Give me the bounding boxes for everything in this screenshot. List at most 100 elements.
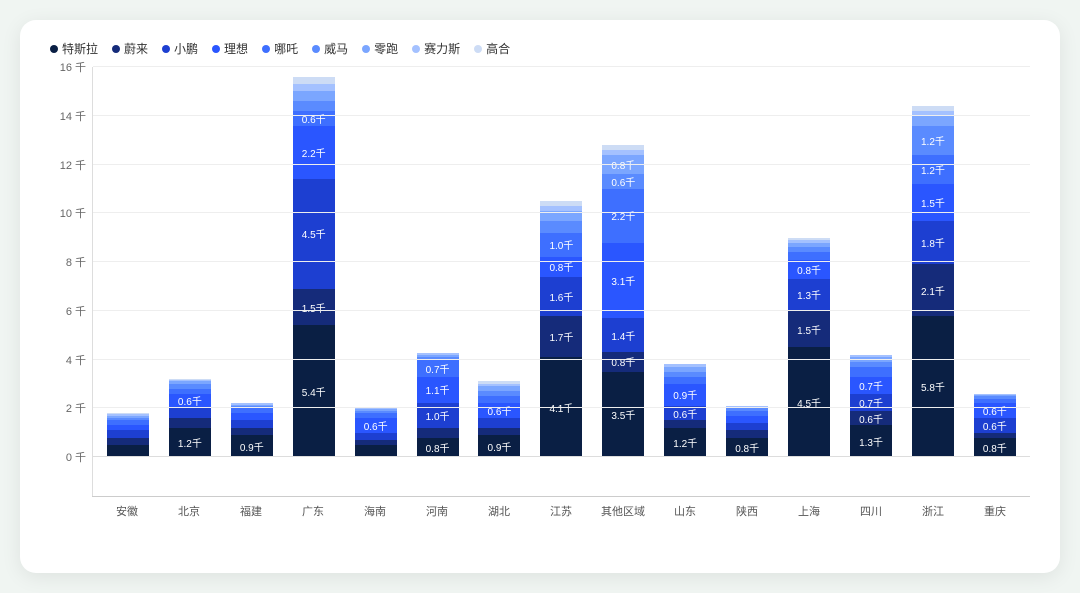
bar-segment-tesla[interactable]: 1.3千 [850,425,892,457]
bar-segment-xpeng[interactable] [231,420,273,427]
x-label: 河南 [407,497,467,537]
bar-segment-weima[interactable]: 1.2千 [912,126,954,155]
bar-segment-lixiang[interactable]: 0.6千 [974,403,1016,418]
bar-segment-nio[interactable] [169,418,211,428]
bar-segment-nio[interactable] [417,428,459,438]
legend-label: 蔚来 [124,40,148,57]
bar-segment-tesla[interactable]: 4.5千 [788,347,830,457]
legend-item-xpeng[interactable]: 小鹏 [162,40,198,57]
bar-segment-nezha[interactable] [788,252,830,259]
bar-segment-nezha[interactable]: 1.2千 [912,155,954,184]
bar-segment-nio[interactable]: 1.5千 [293,289,335,326]
legend-item-gaohe[interactable]: 高合 [474,40,510,57]
bar-segment-xpeng[interactable]: 1.8千 [912,221,954,265]
x-label: 上海 [779,497,839,537]
bar-segment-nio[interactable] [107,438,149,445]
grid-line [93,66,1030,67]
bar-segment-xpeng[interactable]: 1.4千 [602,318,644,352]
bar-segment-lixiang[interactable]: 0.6千 [478,403,520,418]
bar-stack[interactable]: 0.8千 [726,406,768,457]
bar-segment-xpeng[interactable] [478,418,520,428]
bar-stack[interactable]: 0.9千 [231,403,273,457]
bar-stack[interactable]: 1.2千 0.6千 [169,379,211,457]
bar-segment-xpeng[interactable]: 0.6千 [974,418,1016,433]
bar-segment-lixiang[interactable]: 2.2千 [293,126,335,180]
bar-stack[interactable]: 0.6千 [355,408,397,457]
bar-segment-nio[interactable] [726,430,768,437]
bar-stack[interactable]: 5.4千1.5千4.5千2.2千0.6千 [293,77,335,457]
bar-stack[interactable]: 4.1千1.7千1.6千0.8千1.0千 [540,201,582,457]
bar-segment-lixiang[interactable] [231,413,273,420]
bar-segment-lixiang[interactable]: 1.1千 [417,377,459,404]
bar-segment-lixiang[interactable]: 0.9千 [664,384,706,406]
bar-segment-tesla[interactable]: 0.8千 [417,438,459,458]
bar-segment-xpeng[interactable] [107,430,149,437]
bar-segment-tesla[interactable]: 0.9千 [478,435,520,457]
bar-stack[interactable]: 1.2千0.6千0.9千 [664,364,706,457]
bar-segment-tesla[interactable]: 1.2千 [664,428,706,457]
bar-segment-xpeng[interactable]: 1.3千 [788,279,830,311]
bar-segment-nio[interactable]: 1.5千 [788,311,830,348]
bar-segment-xpeng[interactable] [355,433,397,440]
bar-segment-nio[interactable]: 0.6千 [850,411,892,426]
bar-stack[interactable]: 0.8千1.0千1.1千0.7千 [417,353,459,457]
y-tick: 8 千 [66,254,86,270]
bar-segment-lingpao[interactable]: 0.8千 [602,155,644,175]
bar-group: 1.2千0.6千0.9千 [655,364,715,457]
legend-item-lixiang[interactable]: 理想 [212,40,248,57]
bar-stack[interactable]: 5.8千2.1千1.8千1.5千1.2千1.2千 [912,106,954,457]
bar-segment-lixiang[interactable]: 0.8千 [788,260,830,280]
bar-segment-nezha[interactable] [664,377,706,384]
bar-segment-nio[interactable]: 2.1千 [912,264,954,315]
bar-segment-tesla[interactable]: 5.4千 [293,325,335,457]
bar-segment-lixiang[interactable]: 3.1千 [602,243,644,319]
bar-segment-nio[interactable] [231,428,273,435]
legend-item-nezha[interactable]: 哪吒 [262,40,298,57]
legend-item-weima[interactable]: 威马 [312,40,348,57]
bar-segment-nezha[interactable]: 0.7千 [417,360,459,377]
bar-segment-sailisi[interactable] [293,84,335,91]
bar-segment-nezha[interactable] [478,396,520,403]
bar-segment-nezha[interactable]: 0.6千 [293,111,335,126]
bar-segment-lixiang[interactable] [726,416,768,423]
bar-segment-weima[interactable] [293,101,335,111]
legend-item-sailisi[interactable]: 赛力斯 [412,40,460,57]
bar-segment-nio[interactable] [478,428,520,435]
bar-segment-xpeng[interactable] [726,423,768,430]
bar-stack[interactable]: 0.9千 0.6千 [478,381,520,457]
bar-segment-lixiang[interactable]: 0.6千 [169,394,211,409]
bar-segment-nezha[interactable]: 1.0千 [540,233,582,257]
legend-item-nio[interactable]: 蔚来 [112,40,148,57]
bar-segment-nio[interactable] [664,420,706,427]
bar-segment-gaohe[interactable] [293,77,335,84]
bar-segment-lixiang[interactable]: 1.5千 [912,184,954,221]
legend-label: 零跑 [374,40,398,57]
bar-stack[interactable]: 0.8千 0.6千0.6千 [974,394,1016,457]
bar-segment-lixiang[interactable]: 0.7千 [850,377,892,394]
bar-segment-tesla[interactable]: 1.2千 [169,428,211,457]
bar-segment-xpeng[interactable] [169,408,211,418]
legend-item-tesla[interactable]: 特斯拉 [50,40,98,57]
grid-line [93,359,1030,360]
bar-stack[interactable]: 1.3千0.6千0.7千0.7千 [850,355,892,457]
legend-swatch [312,45,320,53]
bar-segment-xpeng[interactable]: 4.5千 [293,179,335,289]
bar-segment-lingpao[interactable] [293,91,335,101]
bar-segment-lixiang[interactable]: 0.6千 [355,418,397,433]
bar-segment-nezha[interactable] [850,367,892,377]
bar-stack[interactable]: 4.5千1.5千1.3千0.8千 [788,238,830,457]
bar-segment-lingpao[interactable] [912,116,954,126]
bar-segment-nio[interactable]: 0.8千 [602,352,644,372]
bar-segment-nezha[interactable]: 2.2千 [602,189,644,243]
bar-segment-weima[interactable] [540,221,582,233]
bar-segment-tesla[interactable]: 0.9千 [231,435,273,457]
bar-segment-tesla[interactable]: 5.8千 [912,316,954,457]
bar-segment-nio[interactable]: 1.7千 [540,316,582,357]
bar-segment-weima[interactable]: 0.6千 [602,174,644,189]
bar-stack[interactable]: 3.5千0.8千1.4千3.1千2.2千0.6千0.8千 [602,145,644,457]
bar-stack[interactable] [107,413,149,457]
legend-item-lingpao[interactable]: 零跑 [362,40,398,57]
bar-segment-tesla[interactable]: 0.8千 [974,438,1016,458]
bar-segment-tesla[interactable]: 0.8千 [726,438,768,458]
bar-segment-tesla[interactable]: 3.5千 [602,372,644,457]
